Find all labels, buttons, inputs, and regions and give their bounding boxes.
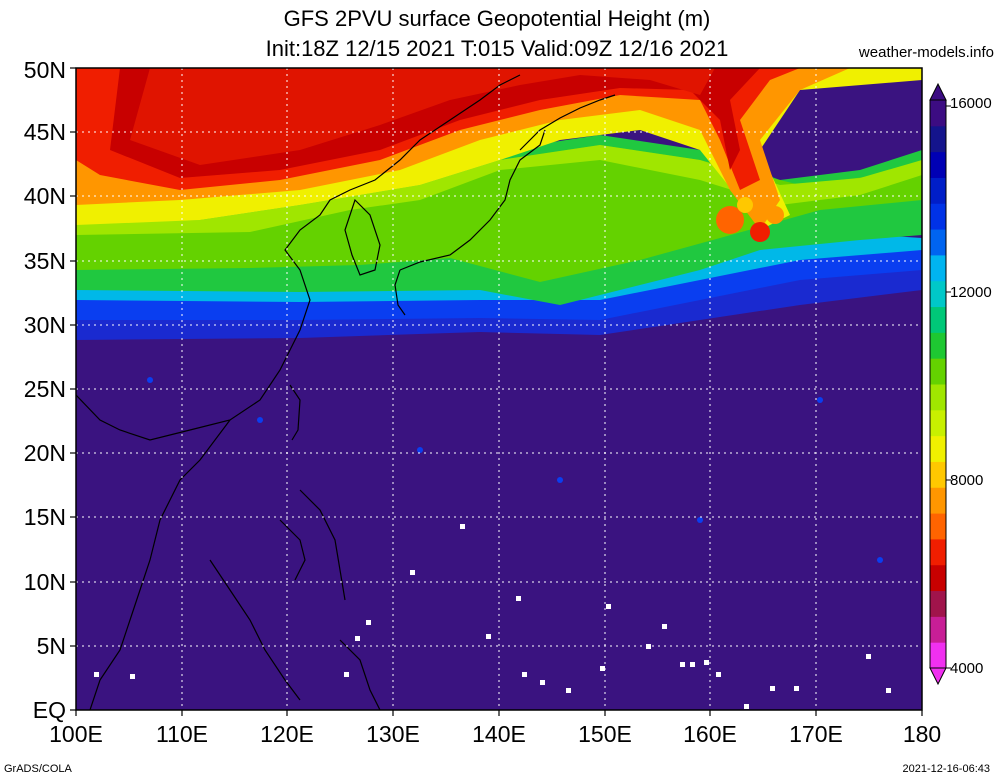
lat-label-45n: 45N (24, 119, 66, 145)
colorbar-segment (930, 642, 946, 669)
colorbar (929, 82, 951, 686)
lat-label-40n: 40N (24, 183, 66, 209)
colorbar-segment (930, 409, 946, 437)
colorbar-segment (930, 229, 946, 256)
colorbar-segment (930, 461, 946, 488)
colorbar-label-4000: 4000 (950, 660, 983, 677)
lat-label-20n: 20N (24, 440, 66, 466)
colorbar-segment (930, 590, 946, 617)
lon-label-130e: 130E (366, 721, 420, 747)
colorbar-label-12000: 12000 (950, 284, 992, 301)
lat-label-10n: 10N (24, 569, 66, 595)
colorbar-frame (929, 99, 947, 669)
lat-label-5n: 5N (37, 633, 66, 659)
footer-software-label: GrADS/COLA (4, 763, 72, 775)
credit-label: weather-models.info (858, 44, 994, 61)
lon-label-110e: 110E (156, 721, 208, 747)
colorbar-segment (930, 177, 946, 204)
lon-label-120e: 120E (260, 721, 314, 747)
colorbar-segment (930, 538, 946, 566)
lon-label-150e: 150E (578, 721, 632, 747)
colorbar-segment (930, 332, 946, 359)
colorbar-segment (930, 487, 946, 514)
lat-label-15n: 15N (24, 504, 66, 530)
colorbar-segment (930, 384, 946, 411)
colorbar-segment (930, 564, 946, 592)
title-line-2: Init:18Z 12/15 2021 T:015 Valid:09Z 12/1… (265, 36, 729, 61)
lon-label-100e: 100E (49, 721, 103, 747)
colorbar-max-arrow (929, 82, 947, 101)
coastlines (76, 74, 616, 710)
lat-label-30n: 30N (24, 312, 66, 338)
lon-label-140e: 140E (472, 721, 526, 747)
colorbar-segment (930, 513, 946, 540)
map-grid (76, 68, 922, 710)
lon-label-180: 180 (903, 721, 941, 747)
lat-label-0: EQ (33, 697, 66, 723)
lat-label-50n: 50N (24, 57, 66, 83)
colorbar-min-arrow (929, 667, 947, 686)
colorbar-label-8000: 8000 (950, 472, 983, 489)
colorbar-segment (930, 306, 946, 333)
lat-label-25n: 25N (24, 376, 66, 402)
colorbar-segment (930, 358, 946, 385)
footer-timestamp: 2021-12-16-06:43 (902, 763, 990, 775)
lon-label-170e: 170E (789, 721, 843, 747)
lon-label-160e: 160E (683, 721, 737, 747)
colorbar-label-16000: 16000 (950, 95, 992, 112)
colorbar-segment (930, 254, 946, 282)
colorbar-segment (930, 435, 946, 462)
colorbar-segment (930, 280, 946, 308)
title-line-1: GFS 2PVU surface Geopotential Height (m) (283, 6, 711, 31)
colorbar-segment (930, 151, 946, 178)
lat-label-35n: 35N (24, 248, 66, 274)
colorbar-segment (930, 125, 946, 153)
colorbar-segment (930, 616, 946, 643)
colorbar-segment (930, 203, 946, 230)
colorbar-segment (930, 100, 946, 127)
